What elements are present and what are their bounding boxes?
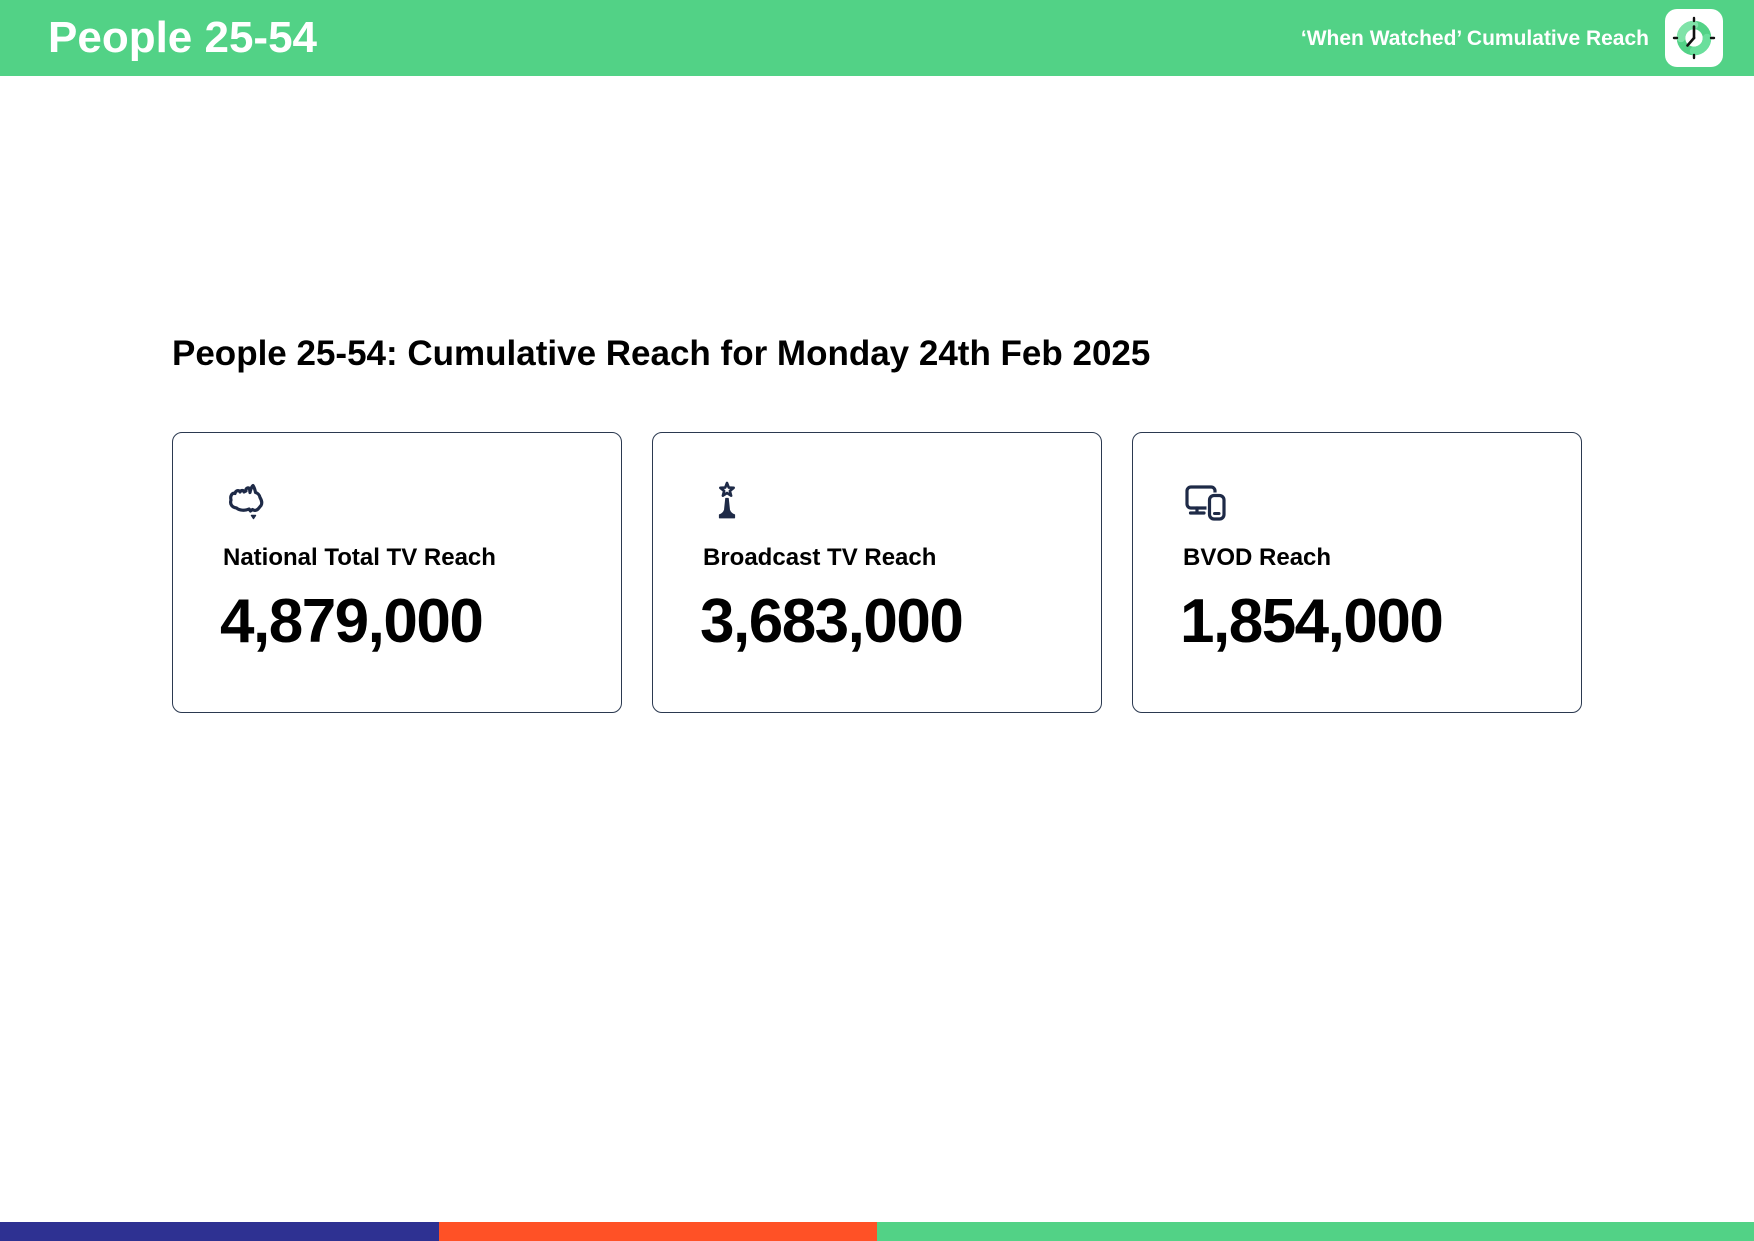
header-right-group: ‘When Watched’ Cumulative Reach [1301, 9, 1723, 67]
green-segment [877, 1222, 1754, 1241]
devices-icon [1183, 479, 1231, 527]
orange-segment [438, 1222, 877, 1241]
blue-segment [0, 1222, 439, 1241]
report-subtitle: ‘When Watched’ Cumulative Reach [1300, 26, 1649, 50]
kpi-label: National Total TV Reach [223, 544, 496, 571]
kpi-label: BVOD Reach [1183, 544, 1332, 571]
kpi-label: Broadcast TV Reach [703, 544, 937, 571]
kpi-value: 3,683,000 [700, 587, 964, 656]
header-bar: People 25-54 ‘When Watched’ Cumulative R… [0, 0, 1754, 76]
australia-map-icon [223, 479, 271, 527]
report-title: People 25-54 [48, 13, 318, 62]
kpi-value: 4,879,000 [220, 587, 484, 656]
kpi-card-broadcast-tv: Broadcast TV Reach 3,683,000 [652, 432, 1102, 713]
footer-color-bar [0, 1222, 1754, 1241]
clock-icon [1665, 9, 1723, 67]
kpi-card-bvod: BVOD Reach 1,854,000 [1132, 432, 1582, 713]
page-title: People 25-54: Cumulative Reach for Monda… [172, 334, 1151, 373]
kpi-card-national-total-tv: National Total TV Reach 4,879,000 [172, 432, 622, 713]
broadcast-tower-icon [703, 479, 751, 527]
kpi-value: 1,854,000 [1180, 587, 1444, 656]
